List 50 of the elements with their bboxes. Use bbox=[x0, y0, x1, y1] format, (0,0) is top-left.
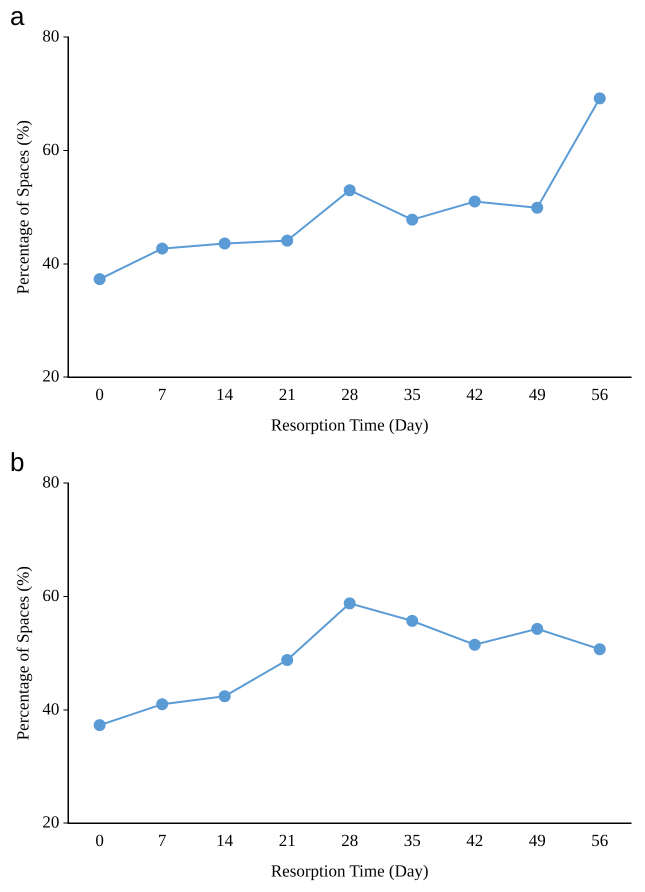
point bbox=[344, 184, 356, 196]
x-tick-label: 14 bbox=[216, 384, 234, 404]
y-tick-label: 60 bbox=[42, 140, 60, 159]
point bbox=[94, 273, 106, 286]
y-tick-label: 60 bbox=[42, 586, 60, 605]
point bbox=[156, 242, 168, 255]
x-tick-label: 56 bbox=[591, 830, 608, 850]
point bbox=[406, 214, 418, 226]
y-tick-label: 40 bbox=[42, 699, 60, 718]
point bbox=[594, 92, 606, 104]
x-tick-label: 28 bbox=[341, 830, 358, 850]
x-tick-label: 0 bbox=[95, 830, 104, 850]
point bbox=[531, 622, 544, 635]
x-tick-label: 21 bbox=[278, 384, 296, 404]
x-tick-label: 42 bbox=[466, 830, 484, 850]
x-axis-title: Resorption Time (Day) bbox=[270, 861, 429, 880]
x-tick-label: 14 bbox=[216, 830, 234, 850]
point bbox=[218, 690, 231, 702]
x-tick-label: 0 bbox=[95, 384, 104, 404]
point bbox=[94, 719, 106, 732]
chart-title: b bbox=[10, 446, 24, 477]
x-tick-label: 49 bbox=[528, 830, 546, 850]
y-tick-label: 80 bbox=[42, 26, 60, 46]
y-tick-label: 20 bbox=[42, 812, 60, 832]
point bbox=[531, 202, 544, 214]
point bbox=[468, 638, 481, 651]
point bbox=[156, 698, 168, 710]
y-tick-label: 40 bbox=[42, 253, 60, 272]
x-tick-label: 7 bbox=[158, 384, 167, 404]
point bbox=[468, 196, 481, 208]
y-tick-label: 80 bbox=[42, 472, 60, 492]
point bbox=[344, 597, 356, 610]
x-axis-title: Resorption Time (Day) bbox=[270, 415, 429, 434]
x-tick-label: 42 bbox=[466, 384, 484, 404]
y-axis-title: Percentage of Spaces (%) bbox=[14, 566, 33, 740]
x-tick-label: 28 bbox=[341, 384, 358, 404]
point bbox=[281, 654, 294, 666]
point bbox=[406, 614, 418, 627]
x-tick-label: 35 bbox=[404, 384, 421, 404]
x-tick-label: 35 bbox=[404, 830, 421, 850]
x-tick-label: 7 bbox=[158, 830, 167, 850]
y-tick-label: 20 bbox=[42, 366, 60, 386]
x-tick-label: 21 bbox=[278, 830, 296, 850]
y-axis-title: Percentage of Spaces (%) bbox=[14, 120, 33, 294]
point bbox=[594, 643, 606, 656]
x-tick-label: 56 bbox=[591, 384, 608, 404]
chart-title: a bbox=[10, 0, 25, 31]
point bbox=[218, 237, 231, 250]
point bbox=[281, 234, 294, 247]
x-tick-label: 49 bbox=[528, 384, 546, 404]
